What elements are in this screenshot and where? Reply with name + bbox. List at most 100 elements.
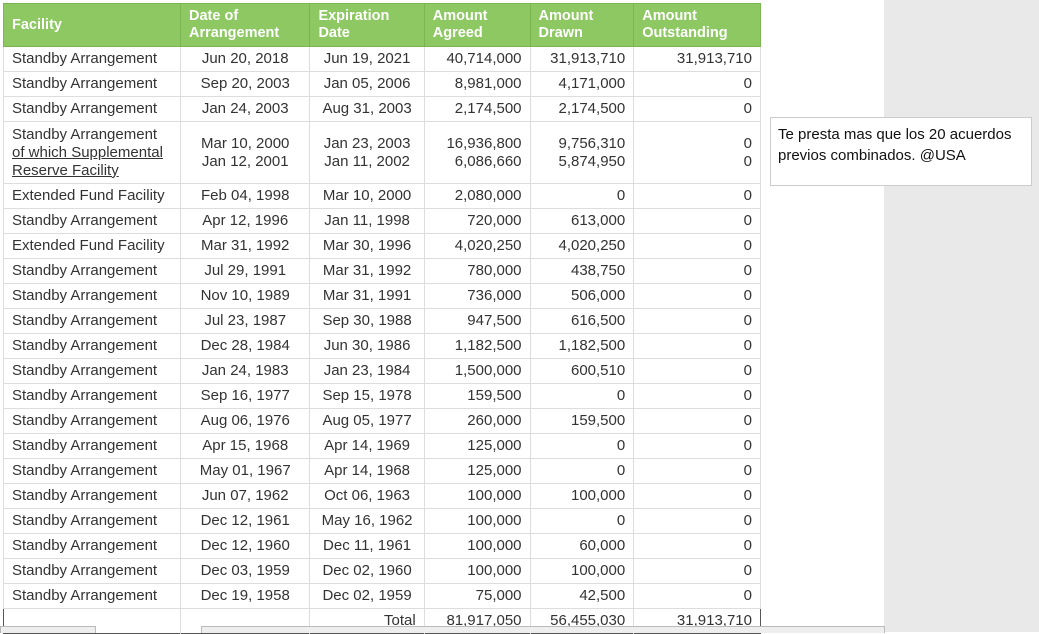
- table-cell: Mar 10, 2000: [309, 183, 425, 209]
- table-header: Facility Date of Arrangement Expiration Da…: [3, 3, 761, 47]
- table-cell: Dec 03, 1959: [179, 558, 311, 584]
- table-row: Standby Arrangement Jan 24, 1983 Jan 23, 1…: [3, 358, 761, 384]
- table-cell: 100,000: [423, 558, 531, 584]
- table-cell: 0: [633, 433, 761, 459]
- table-cell: 2,174,500: [423, 96, 531, 122]
- table-cell: 506,000: [529, 283, 635, 309]
- table-cell: Standby Arrangement: [3, 208, 181, 234]
- table-cell: 0: [633, 283, 761, 309]
- table-cell: 159,500: [529, 408, 635, 434]
- table-cell: 0: [633, 183, 761, 209]
- table-cell: Standby Arrangement: [3, 46, 181, 72]
- table-cell: 0: [633, 558, 761, 584]
- table-cell: Nov 10, 1989: [179, 283, 311, 309]
- table-cell: Jan 05, 2006: [309, 71, 425, 97]
- table-cell: May 01, 1967: [179, 458, 311, 484]
- table-cell: Apr 14, 1968: [309, 458, 425, 484]
- column-header: Facility: [3, 3, 181, 47]
- column-header: Date of Arrangement: [179, 3, 311, 47]
- table-cell: 31,913,710: [529, 46, 635, 72]
- table-cell: Standby Arrangement: [3, 283, 181, 309]
- total-agreed: 81,917,050: [423, 608, 531, 634]
- table-cell: Standby Arrangement: [3, 458, 181, 484]
- table-cell: 780,000: [423, 258, 531, 284]
- table-cell: 947,500: [423, 308, 531, 334]
- table-cell: Apr 12, 1996: [179, 208, 311, 234]
- table-cell: 8,981,000: [423, 71, 531, 97]
- table-cell: Sep 20, 2003: [179, 71, 311, 97]
- table-cell: Mar 31, 1991: [309, 283, 425, 309]
- table-cell: 100,000: [529, 483, 635, 509]
- table-cell: 720,000: [423, 208, 531, 234]
- table-cell: Standby Arrangement: [3, 333, 181, 359]
- table-cell: Mar 30, 1996: [309, 233, 425, 259]
- table-row: Standby Arrangement Apr 12, 1996 Jan 11, 1…: [3, 208, 761, 234]
- cell-value: 16,936,800: [446, 134, 522, 152]
- table-cell: Standby Arrangement of which Supplemental…: [3, 121, 181, 184]
- table-row: Standby Arrangement Jun 20, 2018 Jun 19, 2…: [3, 46, 761, 72]
- table-cell: Standby Arrangement: [3, 358, 181, 384]
- horizontal-scrollbar-left[interactable]: [0, 626, 96, 633]
- table-cell: Jan 23, 1984: [309, 358, 425, 384]
- table-cell: 613,000: [529, 208, 635, 234]
- table-cell: Standby Arrangement: [3, 583, 181, 609]
- table-row: Standby Arrangement Jan 24, 2003 Aug 31, 2…: [3, 96, 761, 122]
- table-row: Standby Arrangement Dec 28, 1984 Jun 30, 1…: [3, 333, 761, 359]
- table-row: Standby Arrangement Sep 16, 1977 Sep 15, 1…: [3, 383, 761, 409]
- table-cell: Dec 11, 1961: [309, 533, 425, 559]
- facility-table: Facility Date of Arrangement Expiration Da…: [3, 3, 761, 634]
- table-cell: 100,000: [423, 508, 531, 534]
- table-cell: 159,500: [423, 383, 531, 409]
- table-cell: Extended Fund Facility: [3, 233, 181, 259]
- table-cell: Jan 11, 1998: [309, 208, 425, 234]
- cell-value: 6,086,660: [454, 152, 522, 170]
- table-row: Standby Arrangement Dec 12, 1960 Dec 11, 1…: [3, 533, 761, 559]
- horizontal-scrollbar[interactable]: [201, 626, 885, 633]
- table-cell: May 16, 1962: [309, 508, 425, 534]
- table-cell: Standby Arrangement: [3, 308, 181, 334]
- table-cell: 0: [633, 408, 761, 434]
- table-row: Standby Arrangement Apr 15, 1968 Apr 14, 1…: [3, 433, 761, 459]
- table-cell: Sep 16, 1977: [179, 383, 311, 409]
- table-cell: 0: [529, 183, 635, 209]
- table-cell: 0: [529, 433, 635, 459]
- table-cell: 0: [529, 458, 635, 484]
- table-cell: 0: [633, 358, 761, 384]
- table-cell: 438,750: [529, 258, 635, 284]
- table-cell: 4,171,000: [529, 71, 635, 97]
- table-cell: Standby Arrangement: [3, 483, 181, 509]
- table-cell: 0: [529, 383, 635, 409]
- table-cell: Apr 14, 1969: [309, 433, 425, 459]
- table-cell: 1,182,500: [529, 333, 635, 359]
- cell-value: 5,874,950: [558, 152, 626, 170]
- table-cell: Oct 06, 1963: [309, 483, 425, 509]
- table-row: Standby Arrangement May 01, 1967 Apr 14, 1…: [3, 458, 761, 484]
- table-row: Standby Arrangement Dec 03, 1959 Dec 02, 1…: [3, 558, 761, 584]
- table-cell: Aug 31, 2003: [309, 96, 425, 122]
- table-cell: 736,000: [423, 283, 531, 309]
- table-row: Standby Arrangement Aug 06, 1976 Aug 05, 1…: [3, 408, 761, 434]
- table-cell: Standby Arrangement: [3, 408, 181, 434]
- table-cell: 1,500,000: [423, 358, 531, 384]
- table-cell: Standby Arrangement: [3, 508, 181, 534]
- table-cell: 0: [633, 233, 761, 259]
- cell-value: Jan 12, 2001: [201, 152, 289, 170]
- table-cell: 125,000: [423, 458, 531, 484]
- cell-value: Jan 23, 2003: [323, 134, 411, 152]
- table-cell: 2,080,000: [423, 183, 531, 209]
- cell-value: 0: [743, 152, 752, 170]
- table-cell: 0: [633, 208, 761, 234]
- table-cell: Dec 19, 1958: [179, 583, 311, 609]
- table-cell: 616,500: [529, 308, 635, 334]
- table-row: Standby Arrangement Dec 19, 1958 Dec 02, 1…: [3, 583, 761, 609]
- table-cell: 0: [633, 483, 761, 509]
- table-cell: Mar 10, 2000 Jan 12, 2001: [179, 121, 311, 184]
- table-row: Extended Fund Facility Mar 31, 1992 Mar 30…: [3, 233, 761, 259]
- sub-facility-link[interactable]: of which Supplemental Reserve Facility: [12, 143, 163, 179]
- table-cell: Jan 24, 1983: [179, 358, 311, 384]
- table-cell: 60,000: [529, 533, 635, 559]
- table-cell: 100,000: [423, 533, 531, 559]
- table-cell: Dec 12, 1961: [179, 508, 311, 534]
- comment-text-box[interactable]: Te presta mas que los 20 acuerdos previo…: [770, 117, 1032, 186]
